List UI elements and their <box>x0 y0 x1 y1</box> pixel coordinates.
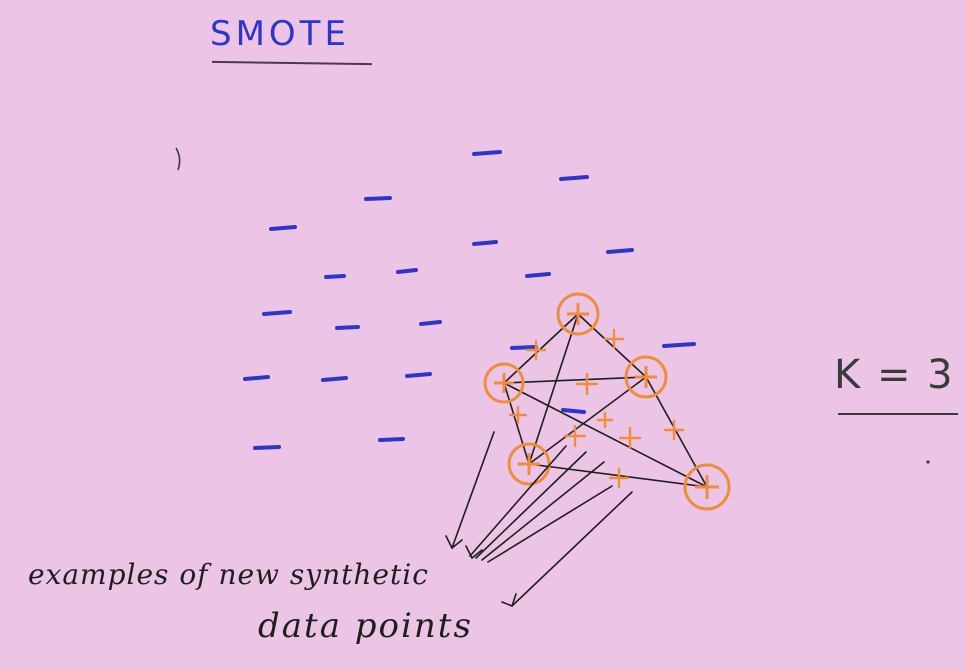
majority-point <box>405 372 432 378</box>
synthetic-point <box>618 426 642 450</box>
synthetic-points <box>508 328 685 489</box>
majority-point <box>324 274 346 279</box>
neighbor-link <box>503 313 579 384</box>
majority-point <box>510 345 538 350</box>
k-value-label: K = 3 <box>834 352 955 398</box>
majority-point <box>253 445 281 450</box>
neighbor-link <box>503 382 708 488</box>
minority-class-points <box>483 292 731 511</box>
synthetic-point <box>603 328 625 350</box>
synthetic-point <box>596 411 614 429</box>
majority-point <box>335 325 360 330</box>
majority-point <box>364 196 392 201</box>
majority-point <box>472 240 498 246</box>
majority-point <box>396 268 418 274</box>
majority-point <box>378 437 405 442</box>
arrow <box>481 461 605 561</box>
caption-line-1: examples of new synthetic <box>28 558 429 591</box>
majority-point <box>662 342 696 348</box>
synthetic-point <box>508 405 528 425</box>
neighbor-link <box>503 382 530 465</box>
majority-point <box>559 175 589 181</box>
arrow <box>487 485 613 563</box>
arrowhead <box>465 545 483 560</box>
arrowhead <box>445 535 463 550</box>
synthetic-point <box>575 372 599 396</box>
majority-point <box>321 376 348 382</box>
majority-point <box>561 408 586 414</box>
synthetic-point <box>663 419 685 441</box>
arrow <box>511 491 633 607</box>
synthetic-point <box>525 339 547 361</box>
majority-point <box>269 225 297 231</box>
minority-point <box>507 442 551 486</box>
neighbor-link <box>528 376 647 465</box>
caption-arrows <box>445 431 633 608</box>
majority-point <box>262 310 292 316</box>
neighbor-link <box>577 313 647 378</box>
majority-point <box>419 320 442 326</box>
stray-mark <box>175 147 181 171</box>
arrow <box>451 431 495 549</box>
neighbor-link <box>503 376 647 384</box>
arrowhead <box>501 593 517 608</box>
arrow <box>469 445 567 557</box>
stray-dot <box>926 460 930 464</box>
minority-point <box>624 355 668 399</box>
minority-point <box>556 292 600 336</box>
arrow <box>475 451 587 559</box>
majority-point <box>243 375 270 381</box>
majority-point <box>525 272 551 278</box>
caption-line-2: data points <box>258 606 473 646</box>
majority-point <box>606 248 634 254</box>
k-underline <box>838 413 958 415</box>
page-title: SMOTE <box>210 14 350 54</box>
synthetic-point <box>563 424 587 448</box>
majority-class-points <box>243 150 696 450</box>
minority-point <box>683 463 731 511</box>
majority-point <box>472 150 502 156</box>
neighbor-link <box>528 313 579 465</box>
synthetic-point <box>608 467 630 489</box>
minority-point <box>483 362 525 404</box>
